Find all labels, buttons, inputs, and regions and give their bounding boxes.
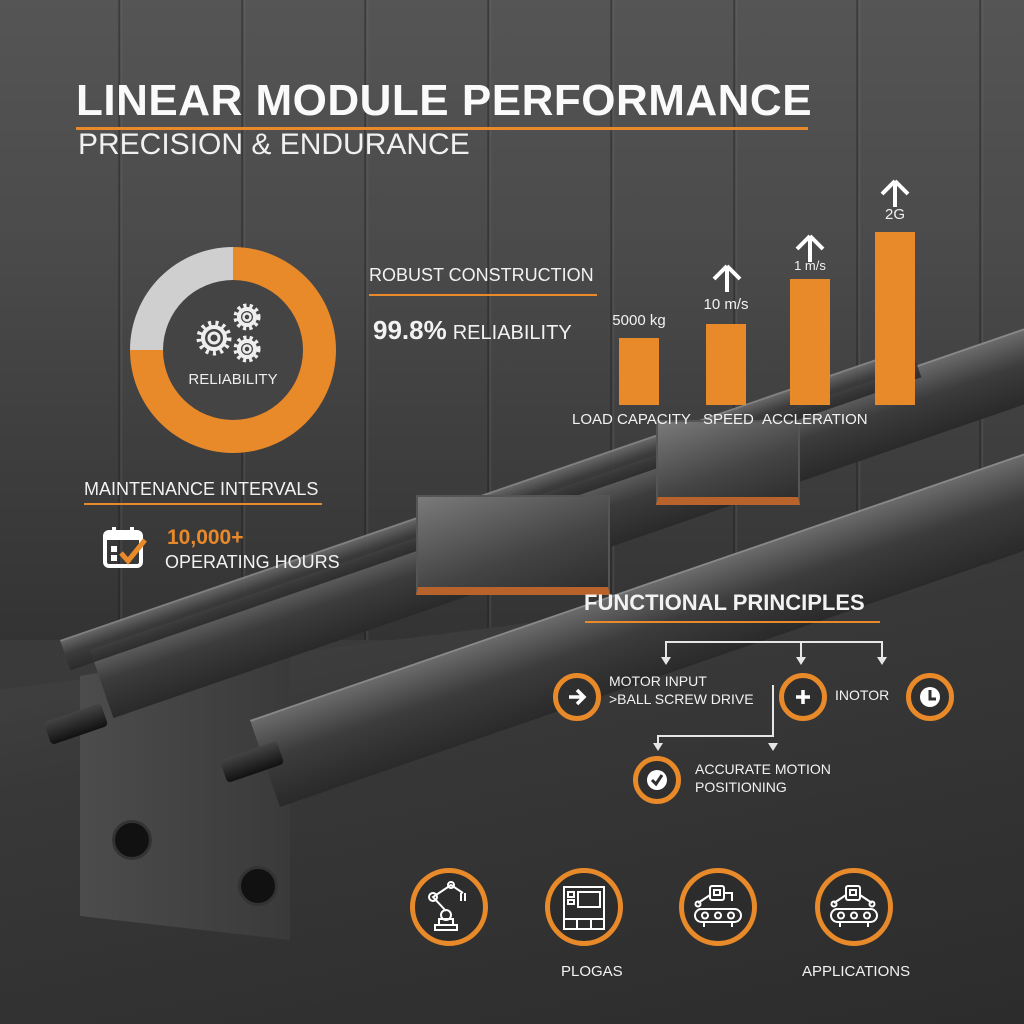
mount-hole-2 xyxy=(238,866,278,906)
maintenance-divider xyxy=(84,503,322,505)
accurate-motion-label: ACCURATE MOTION POSITIONING xyxy=(695,761,831,795)
carriage-block-1 xyxy=(416,495,610,595)
application-conveyor-robot xyxy=(679,868,757,946)
mount-hole-1 xyxy=(112,820,152,860)
robust-construction-heading: ROBUST CONSTRUCTION xyxy=(369,265,594,285)
bar-load-capacity xyxy=(619,338,659,405)
bar-value-load: 5000 kg xyxy=(612,312,666,329)
bar-g-force xyxy=(875,232,915,405)
arrow-up-icon xyxy=(880,179,910,207)
title-divider xyxy=(76,127,808,130)
arrow-right-icon xyxy=(569,688,587,706)
donut-label: RELIABILITY xyxy=(188,371,278,388)
application-cnc-machine xyxy=(545,868,623,946)
inotor-label: INOTOR xyxy=(835,687,890,703)
application-conveyor-robot-2 xyxy=(815,868,893,946)
page-title: LINEAR MODULE PERFORMANCE xyxy=(76,76,813,125)
application-robot-arm xyxy=(410,868,488,946)
category-acceleration: ACCLERATION xyxy=(762,411,868,428)
category-load-capacity: LOAD CAPACITY xyxy=(572,411,691,428)
gears-icon xyxy=(196,303,261,363)
reliability-unit: RELIABILITY xyxy=(452,322,572,344)
motor-input-label: MOTOR INPUT >BALL SCREW DRIVE xyxy=(609,673,754,707)
clock-node xyxy=(906,673,954,721)
clock-icon xyxy=(920,687,940,707)
functional-divider xyxy=(585,621,880,623)
arrow-up-icon xyxy=(712,264,742,292)
bar-speed xyxy=(706,324,746,405)
maintenance-value: 10,000+ xyxy=(167,526,244,549)
application-label-plogas: PLOGAS xyxy=(561,963,623,980)
conveyor-robot-icon xyxy=(830,885,878,927)
donut-center xyxy=(163,280,303,420)
bar-value-g: 2G xyxy=(884,206,905,223)
plus-icon xyxy=(796,690,810,704)
maintenance-unit: OPERATING HOURS xyxy=(165,552,340,572)
reliability-value: 99.8% xyxy=(373,315,447,345)
motor-input-node xyxy=(553,673,601,721)
maintenance-heading: MAINTENANCE INTERVALS xyxy=(84,479,319,499)
bar-acceleration xyxy=(790,279,830,405)
check-icon xyxy=(647,770,667,790)
application-label-applications: APPLICATIONS xyxy=(802,963,911,980)
page-subtitle: PRECISION & ENDURANCE xyxy=(78,128,470,161)
bar-value-acceleration: 1 m/s xyxy=(794,258,826,273)
functional-principles-heading: FUNCTIONAL PRINCIPLES xyxy=(584,590,865,615)
plus-node xyxy=(779,673,827,721)
arrow-up-icon xyxy=(795,234,825,262)
category-speed: SPEED xyxy=(703,411,754,428)
accurate-motion-node xyxy=(633,756,681,804)
calendar-check-icon xyxy=(103,527,147,568)
bar-value-speed: 10 m/s xyxy=(703,296,749,313)
conveyor-robot-icon xyxy=(694,885,742,927)
carriage-block-2 xyxy=(656,420,800,505)
robot-arm-icon xyxy=(428,881,466,931)
robust-divider xyxy=(369,294,597,296)
reliability-stat: 99.8% RELIABILITY xyxy=(373,315,572,346)
cnc-machine-icon xyxy=(563,886,605,930)
